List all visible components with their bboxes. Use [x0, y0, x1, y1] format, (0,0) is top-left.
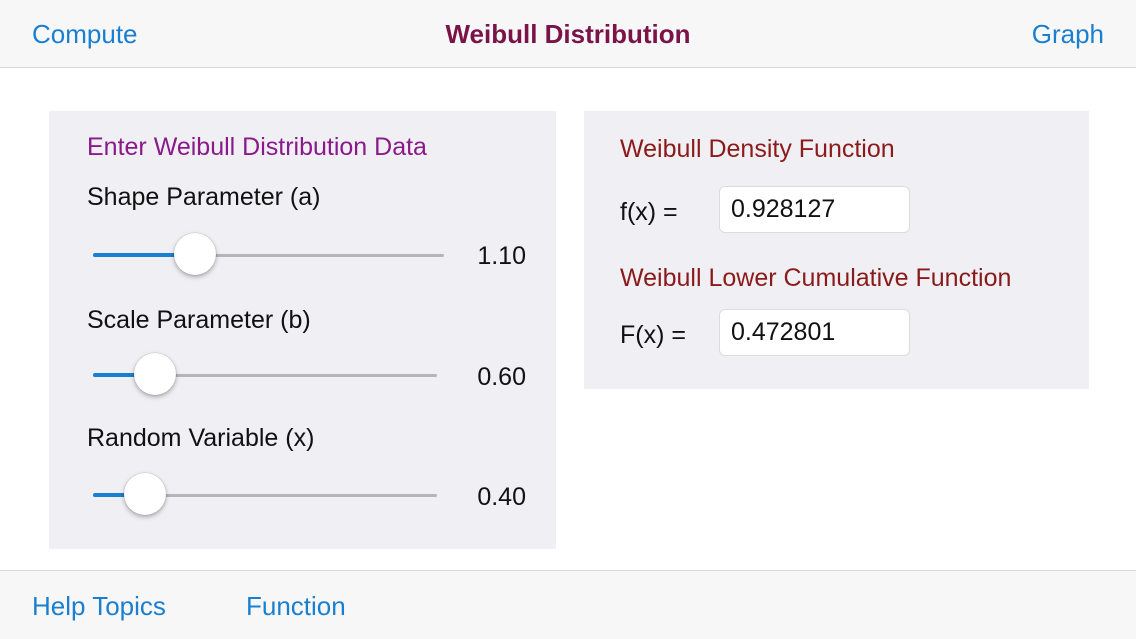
shape-parameter-value: 1.10 [477, 242, 526, 270]
navigation-bar: Compute Weibull Distribution Graph [0, 0, 1136, 68]
random-variable-slider[interactable] [93, 473, 437, 515]
slider-fill [93, 373, 155, 377]
bottom-toolbar: Help Topics Function [0, 570, 1136, 639]
input-panel: Enter Weibull Distribution Data Shape Pa… [49, 111, 556, 549]
density-label: f(x) = [620, 198, 678, 226]
output-panel: Weibull Density Function f(x) = 0.928127… [584, 111, 1089, 389]
cumulative-label: F(x) = [620, 321, 686, 349]
scale-parameter-slider[interactable] [93, 353, 437, 395]
scale-parameter-label: Scale Parameter (b) [87, 306, 311, 334]
shape-parameter-label: Shape Parameter (a) [87, 183, 321, 211]
compute-button[interactable]: Compute [32, 19, 138, 49]
random-variable-value: 0.40 [477, 483, 526, 511]
input-panel-heading: Enter Weibull Distribution Data [87, 133, 427, 161]
scale-parameter-value: 0.60 [477, 363, 526, 391]
cumulative-value-field[interactable]: 0.472801 [719, 309, 910, 356]
cumulative-function-heading: Weibull Lower Cumulative Function [620, 264, 1012, 292]
density-function-heading: Weibull Density Function [620, 135, 895, 163]
random-variable-label: Random Variable (x) [87, 424, 315, 452]
slider-fill [93, 493, 145, 497]
slider-thumb[interactable] [123, 473, 166, 515]
slider-thumb[interactable] [133, 353, 176, 395]
density-value-field[interactable]: 0.928127 [719, 186, 910, 233]
shape-parameter-slider[interactable] [93, 233, 444, 275]
slider-track [93, 254, 444, 257]
graph-button[interactable]: Graph [1031, 19, 1104, 49]
help-topics-button[interactable]: Help Topics [32, 591, 166, 621]
slider-thumb[interactable] [173, 233, 216, 275]
slider-fill [93, 253, 195, 257]
slider-track [93, 374, 437, 377]
slider-track [93, 494, 437, 497]
function-button[interactable]: Function [246, 591, 346, 621]
page-title: Weibull Distribution [445, 19, 691, 49]
